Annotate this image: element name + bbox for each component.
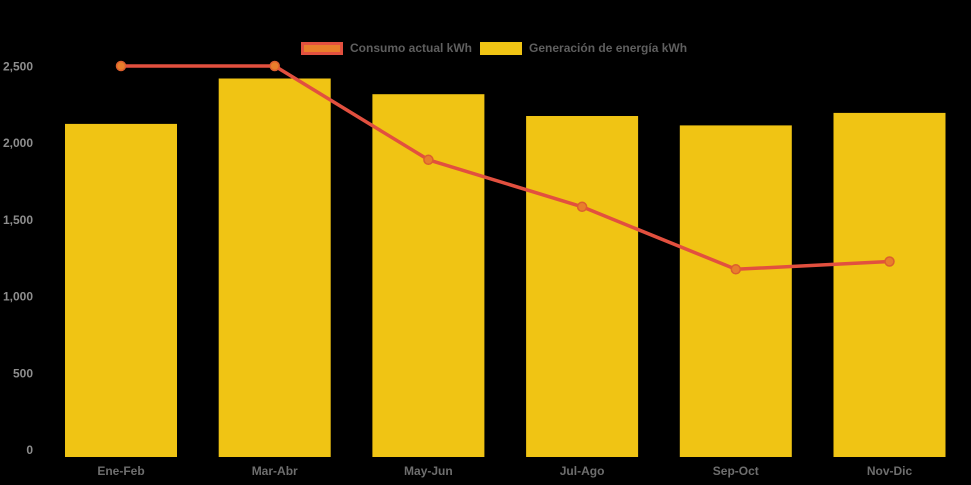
legend-swatch-line-icon xyxy=(301,41,343,55)
bar-generacion xyxy=(65,123,177,458)
legend-swatch-bar-icon xyxy=(480,41,523,55)
x-axis-label: Ene-Feb xyxy=(97,464,144,478)
line-point xyxy=(730,264,742,275)
line-point xyxy=(576,201,588,213)
legend-label-generacion: Generación de energía kWh xyxy=(529,41,688,55)
line-point xyxy=(269,60,280,72)
y-tick-label: 1,000 xyxy=(3,290,33,304)
x-axis-label: Sep-Oct xyxy=(713,464,759,478)
x-axis-label: Mar-Abr xyxy=(252,464,298,478)
legend-item-generacion[interactable]: Generación de energía kWh xyxy=(480,41,687,55)
line-point xyxy=(884,256,895,267)
y-tick-label: 1,500 xyxy=(3,213,33,227)
bar-generacion xyxy=(679,125,792,458)
x-axis-label: Jul-Ago xyxy=(560,464,605,478)
y-tick-label: 500 xyxy=(13,366,33,380)
line-point xyxy=(115,60,127,72)
bar-generacion xyxy=(526,116,639,457)
bar-generacion xyxy=(372,94,485,457)
y-tick-label: 0 xyxy=(26,443,33,457)
legend-item-consumo[interactable]: Consumo actual kWh xyxy=(301,41,472,55)
legend-label-consumo: Consumo actual kWh xyxy=(350,41,473,55)
y-tick-label: 2,500 xyxy=(3,59,33,73)
bar-generacion xyxy=(218,78,331,457)
chart-legend: Consumo actual kWh Generación de energía… xyxy=(301,41,687,55)
x-axis-label: May-Jun xyxy=(404,464,453,478)
y-tick-label: 2,000 xyxy=(3,136,33,150)
line-point xyxy=(423,154,434,166)
consumption-line xyxy=(119,64,892,272)
x-axis-label: Nov-Dic xyxy=(867,464,913,478)
bar-generacion xyxy=(833,112,946,458)
